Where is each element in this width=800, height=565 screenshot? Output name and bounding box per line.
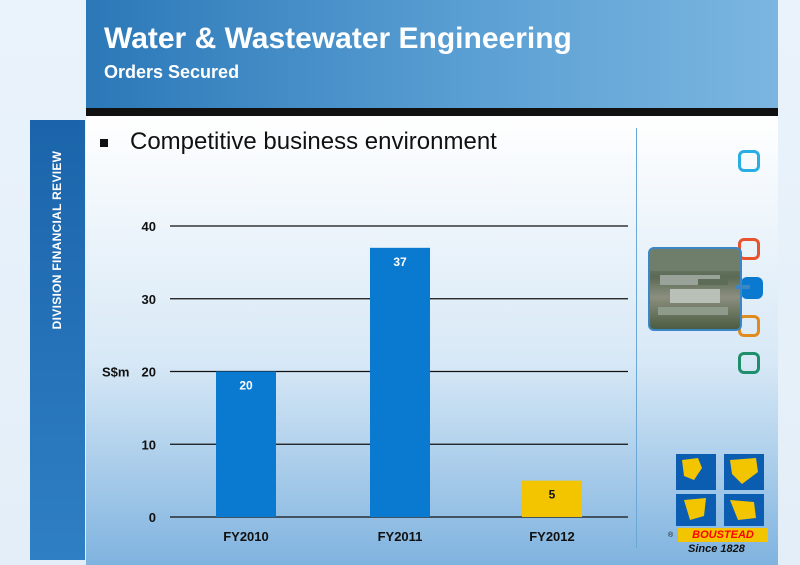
- y-tick-label-20: 20: [142, 365, 156, 380]
- y-tick-label-10: 10: [142, 437, 156, 452]
- y-tick-label-0: 0: [149, 510, 156, 525]
- data-label-FY2010: 20: [239, 379, 253, 393]
- page-title: Water & Wastewater Engineering: [104, 22, 572, 55]
- bar-FY2012: [522, 480, 582, 517]
- data-label-FY2012: 5: [549, 488, 556, 502]
- facility-photo: [648, 247, 742, 331]
- x-tick-label-FY2010: FY2010: [223, 529, 269, 544]
- nav-square-5[interactable]: [738, 352, 760, 374]
- y-axis-label: S$m: [102, 365, 129, 380]
- bullet-text: Competitive business environment: [130, 128, 497, 155]
- bar-FY2011: [370, 247, 430, 517]
- y-tick-label-30: 30: [142, 292, 156, 307]
- x-tick-label-FY2012: FY2012: [529, 529, 575, 544]
- facility-photo-art: [650, 249, 740, 315]
- side-strip: [30, 120, 85, 560]
- y-tick-label-40: 40: [142, 219, 156, 234]
- header-divider: [86, 108, 778, 116]
- nav-square-3-active[interactable]: [741, 277, 763, 299]
- logo-since: Since 1828: [688, 543, 745, 555]
- bar-FY2010: [216, 371, 276, 517]
- x-tick-label-FY2011: FY2011: [378, 529, 423, 544]
- right-panel-divider: [636, 128, 637, 548]
- page-subtitle: Orders Secured: [104, 62, 240, 82]
- registered-mark: ®: [668, 532, 674, 539]
- logo-name: BOUSTEAD: [678, 528, 768, 542]
- bullet-marker: [100, 139, 108, 147]
- content-background: [86, 116, 778, 565]
- header-banner: [86, 0, 778, 108]
- data-label-FY2011: 37: [393, 255, 407, 269]
- photo-connector: [736, 285, 750, 289]
- nav-square-1[interactable]: [738, 150, 760, 172]
- boustead-logo: [676, 454, 764, 526]
